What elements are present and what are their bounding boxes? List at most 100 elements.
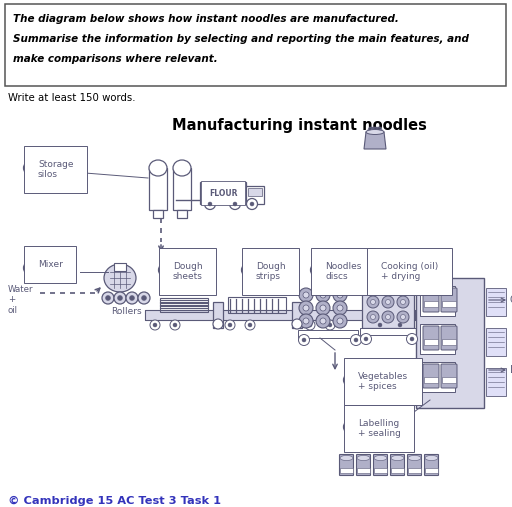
Circle shape	[371, 314, 375, 319]
Circle shape	[225, 320, 235, 330]
Text: 6: 6	[370, 266, 376, 274]
FancyBboxPatch shape	[373, 454, 388, 476]
Circle shape	[150, 320, 160, 330]
FancyBboxPatch shape	[423, 364, 439, 388]
Circle shape	[400, 314, 406, 319]
FancyBboxPatch shape	[248, 188, 262, 196]
Circle shape	[337, 305, 343, 311]
FancyBboxPatch shape	[200, 182, 246, 204]
Text: Cups: Cups	[510, 295, 512, 305]
Circle shape	[367, 264, 379, 276]
FancyBboxPatch shape	[425, 468, 438, 473]
Circle shape	[364, 337, 368, 341]
Circle shape	[245, 320, 255, 330]
Circle shape	[24, 162, 36, 174]
Circle shape	[170, 320, 180, 330]
Circle shape	[204, 199, 216, 209]
Circle shape	[298, 335, 309, 345]
Circle shape	[248, 323, 252, 327]
FancyBboxPatch shape	[424, 301, 438, 307]
FancyBboxPatch shape	[292, 302, 302, 328]
Circle shape	[344, 374, 356, 386]
Circle shape	[303, 292, 309, 298]
FancyBboxPatch shape	[423, 288, 439, 312]
FancyBboxPatch shape	[114, 263, 126, 271]
Ellipse shape	[340, 455, 353, 460]
FancyBboxPatch shape	[391, 454, 404, 476]
Circle shape	[400, 300, 406, 305]
Circle shape	[141, 296, 146, 301]
FancyBboxPatch shape	[420, 286, 455, 316]
Circle shape	[130, 296, 135, 301]
FancyBboxPatch shape	[298, 330, 358, 338]
Text: 3: 3	[162, 266, 168, 274]
Text: 4: 4	[245, 266, 251, 274]
FancyBboxPatch shape	[441, 364, 457, 388]
FancyBboxPatch shape	[442, 339, 456, 345]
Text: Mixer: Mixer	[38, 260, 63, 269]
FancyBboxPatch shape	[441, 326, 457, 350]
Ellipse shape	[104, 264, 136, 292]
FancyBboxPatch shape	[420, 362, 455, 392]
Ellipse shape	[149, 160, 167, 176]
FancyBboxPatch shape	[416, 278, 484, 408]
Circle shape	[208, 202, 212, 206]
Text: 5: 5	[314, 266, 320, 274]
Text: make comparisons where relevant.: make comparisons where relevant.	[13, 54, 218, 64]
FancyBboxPatch shape	[357, 468, 370, 473]
FancyBboxPatch shape	[356, 454, 371, 476]
Circle shape	[375, 320, 385, 330]
Ellipse shape	[391, 455, 404, 460]
Text: Manufacturing instant noodles: Manufacturing instant noodles	[172, 118, 427, 133]
FancyBboxPatch shape	[420, 324, 455, 354]
FancyBboxPatch shape	[424, 377, 438, 383]
FancyBboxPatch shape	[213, 302, 223, 328]
Circle shape	[302, 338, 306, 342]
Polygon shape	[364, 132, 386, 149]
Circle shape	[159, 264, 172, 276]
FancyBboxPatch shape	[149, 168, 167, 210]
Circle shape	[337, 292, 343, 298]
FancyBboxPatch shape	[486, 328, 506, 356]
Circle shape	[316, 288, 330, 302]
Text: Noodles
discs: Noodles discs	[325, 262, 361, 281]
FancyBboxPatch shape	[173, 168, 191, 210]
Text: The diagram below shows how instant noodles are manufactured.: The diagram below shows how instant nood…	[13, 14, 399, 24]
Circle shape	[367, 311, 379, 323]
FancyBboxPatch shape	[246, 186, 264, 204]
Circle shape	[299, 288, 313, 302]
Circle shape	[351, 335, 361, 345]
FancyBboxPatch shape	[391, 468, 404, 473]
Text: © Cambridge 15 AC Test 3 Task 1: © Cambridge 15 AC Test 3 Task 1	[8, 496, 221, 506]
Circle shape	[371, 300, 375, 305]
Circle shape	[407, 334, 417, 344]
Circle shape	[333, 288, 347, 302]
Ellipse shape	[374, 455, 387, 460]
Circle shape	[299, 314, 313, 328]
FancyBboxPatch shape	[339, 454, 353, 476]
Text: Summarise the information by selecting and reporting the main features, and: Summarise the information by selecting a…	[13, 34, 469, 44]
Text: Storage
silos: Storage silos	[38, 160, 74, 179]
Circle shape	[337, 318, 343, 324]
Circle shape	[303, 305, 309, 311]
FancyBboxPatch shape	[408, 454, 421, 476]
Ellipse shape	[408, 455, 421, 460]
Text: 7: 7	[347, 376, 353, 384]
Circle shape	[382, 296, 394, 308]
Circle shape	[138, 292, 150, 304]
Circle shape	[299, 301, 313, 315]
Circle shape	[398, 323, 402, 327]
FancyBboxPatch shape	[424, 454, 438, 476]
Text: Dough
strips: Dough strips	[256, 262, 286, 281]
FancyBboxPatch shape	[177, 210, 187, 218]
FancyBboxPatch shape	[442, 377, 456, 383]
Text: 2: 2	[27, 264, 33, 272]
Circle shape	[386, 300, 391, 305]
FancyBboxPatch shape	[340, 468, 353, 473]
Circle shape	[333, 314, 347, 328]
Circle shape	[320, 292, 326, 298]
Ellipse shape	[357, 455, 370, 460]
Text: Cooking (oil)
+ drying: Cooking (oil) + drying	[381, 262, 438, 281]
Text: Water
+
oil: Water + oil	[8, 285, 33, 315]
Circle shape	[308, 323, 312, 327]
